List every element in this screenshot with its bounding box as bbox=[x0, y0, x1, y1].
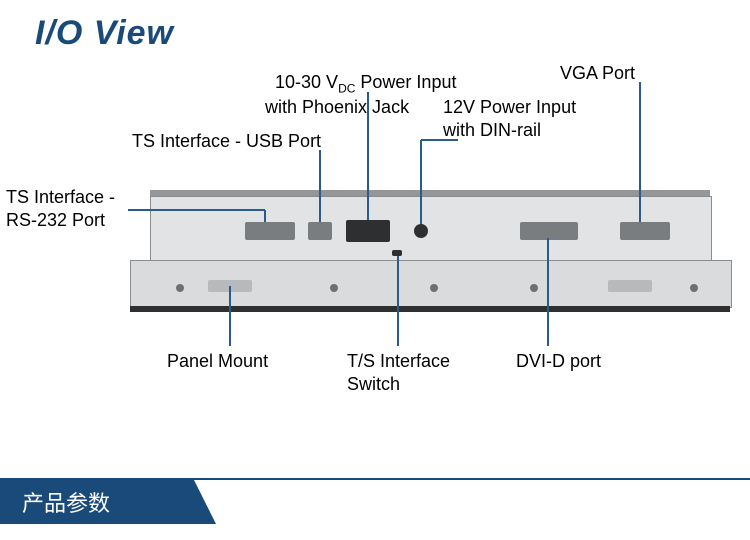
label-power-phoenix-pre: 10-30 V bbox=[275, 72, 338, 92]
leader-line bbox=[264, 210, 266, 222]
section-banner-triangle bbox=[194, 480, 216, 524]
leader-line bbox=[229, 286, 231, 346]
port-phoenix bbox=[346, 220, 390, 242]
leader-line bbox=[319, 150, 321, 222]
port-dvi bbox=[520, 222, 578, 240]
section-banner: 产品参数 bbox=[0, 480, 194, 524]
leader-line bbox=[397, 256, 399, 346]
page-title: I/O View bbox=[35, 14, 174, 53]
device-bottom-edge bbox=[130, 306, 730, 312]
label-dc-subscript: DC bbox=[338, 81, 355, 95]
port-usb bbox=[308, 222, 332, 240]
screw bbox=[530, 284, 538, 292]
label-power-phoenix: 10-30 VDC Power Input with Phoenix Jack bbox=[265, 48, 456, 119]
leader-line bbox=[128, 209, 265, 211]
screw bbox=[430, 284, 438, 292]
leader-line bbox=[639, 82, 641, 222]
port-din bbox=[414, 224, 428, 238]
panel-mount-slot-right bbox=[608, 280, 652, 292]
screw bbox=[330, 284, 338, 292]
port-rs232 bbox=[245, 222, 295, 240]
label-vga: VGA Port bbox=[560, 62, 635, 85]
section-banner-text: 产品参数 bbox=[22, 486, 110, 518]
leader-line bbox=[421, 139, 458, 141]
screw bbox=[690, 284, 698, 292]
label-dvi: DVI-D port bbox=[516, 350, 601, 373]
port-vga bbox=[620, 222, 670, 240]
screw bbox=[176, 284, 184, 292]
label-ts-rs232: TS Interface - RS-232 Port bbox=[6, 186, 115, 231]
label-panel-mount: Panel Mount bbox=[167, 350, 268, 373]
label-ts-switch: T/S Interface Switch bbox=[347, 350, 450, 395]
label-ts-usb: TS Interface - USB Port bbox=[132, 130, 321, 153]
leader-line bbox=[420, 140, 422, 224]
leader-line bbox=[547, 238, 549, 346]
leader-line bbox=[367, 92, 369, 220]
label-power-din: 12V Power Input with DIN-rail bbox=[443, 96, 576, 141]
